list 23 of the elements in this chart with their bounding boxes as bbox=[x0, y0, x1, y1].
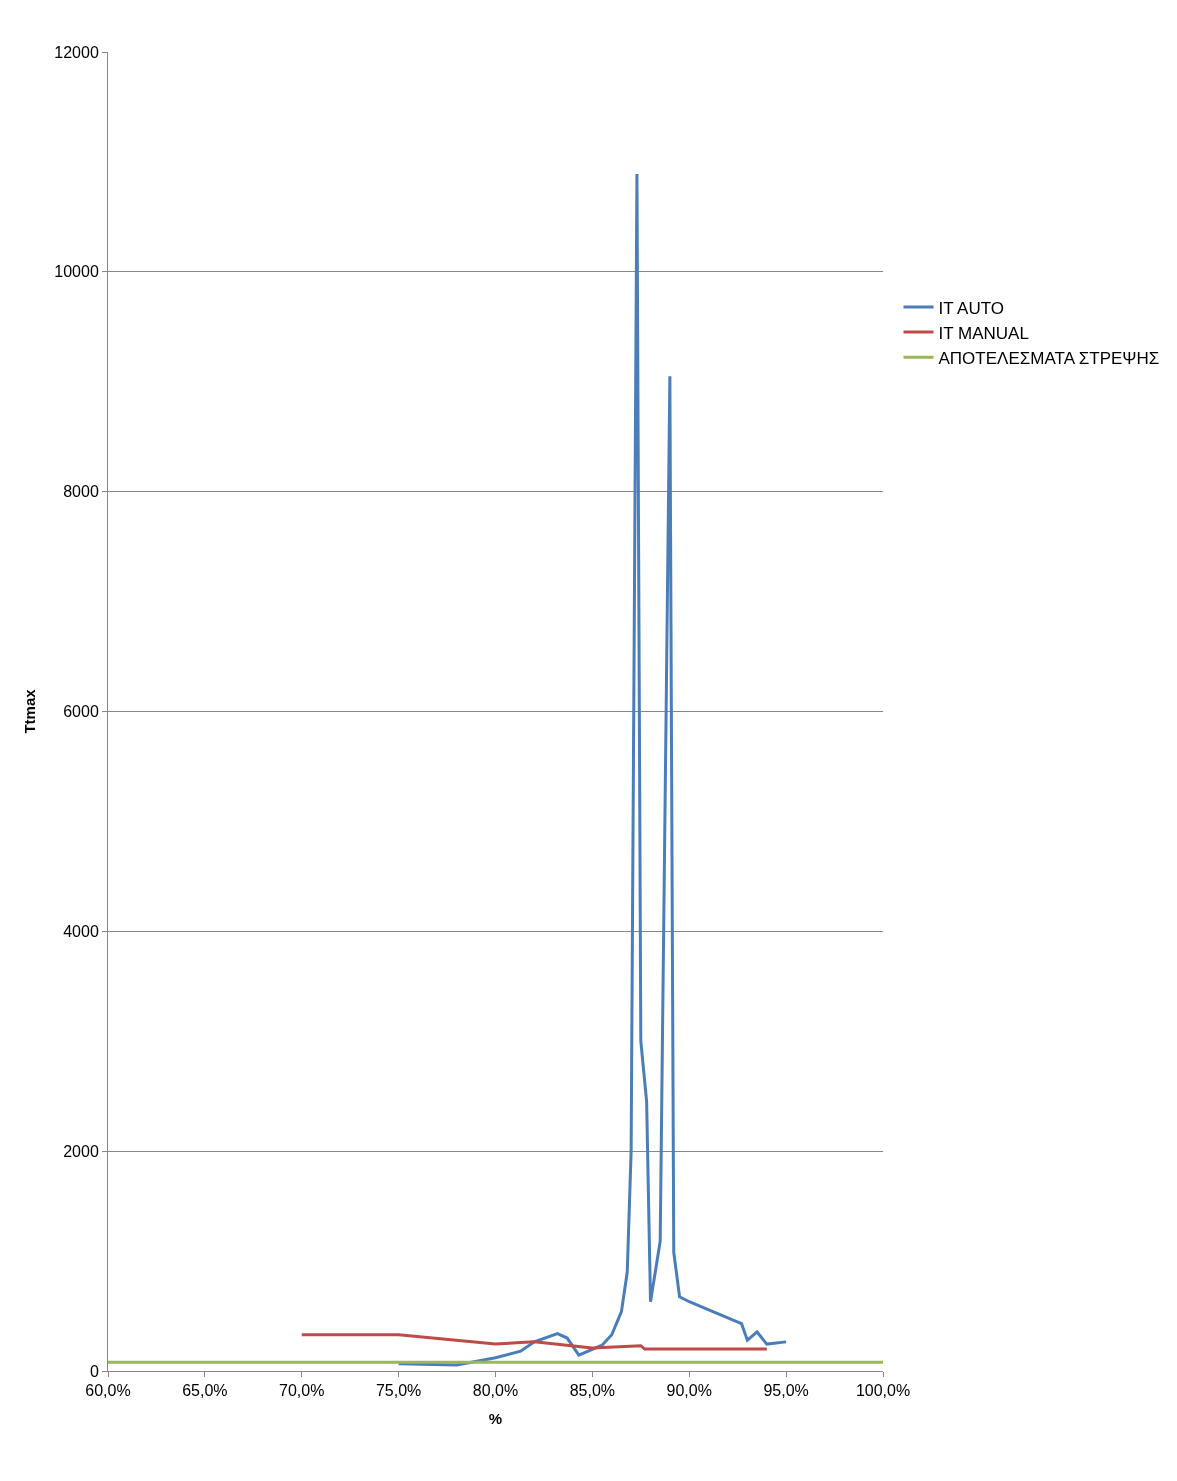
y-tick-label: 10000 bbox=[54, 263, 99, 281]
y-tick-label: 4000 bbox=[63, 922, 99, 940]
legend-label: ΑΠΟΤΕΛΕΣΜΑΤΑ ΣΤΡΕΨΗΣ bbox=[938, 348, 1160, 368]
x-tick-label: 65,0% bbox=[182, 1382, 228, 1400]
y-tick-label: 0 bbox=[89, 1362, 99, 1380]
x-tick-label: 60,0% bbox=[85, 1382, 131, 1400]
line-series bbox=[300, 1333, 769, 1351]
y-tick-label: 6000 bbox=[63, 703, 99, 721]
x-axis-title: % bbox=[488, 1410, 503, 1428]
y-tick-label: 2000 bbox=[63, 1142, 99, 1160]
legend-label: IT AUTO bbox=[938, 298, 1005, 318]
x-tick-label: 95,0% bbox=[763, 1382, 809, 1400]
x-tick-label: 80,0% bbox=[472, 1382, 519, 1400]
legend-label: IT MANUAL bbox=[938, 323, 1029, 343]
x-tick-label: 75,0% bbox=[375, 1382, 422, 1400]
x-tick-label: 100,0% bbox=[855, 1382, 911, 1400]
y-tick-label: 12000 bbox=[54, 43, 99, 61]
y-tick-label: 8000 bbox=[63, 483, 99, 501]
x-tick-label: 85,0% bbox=[569, 1382, 616, 1400]
x-tick-label: 90,0% bbox=[666, 1382, 712, 1400]
line-series bbox=[397, 172, 788, 1367]
x-tick-label: 70,0% bbox=[279, 1382, 325, 1400]
y-axis-title: Ttmax bbox=[20, 688, 38, 734]
